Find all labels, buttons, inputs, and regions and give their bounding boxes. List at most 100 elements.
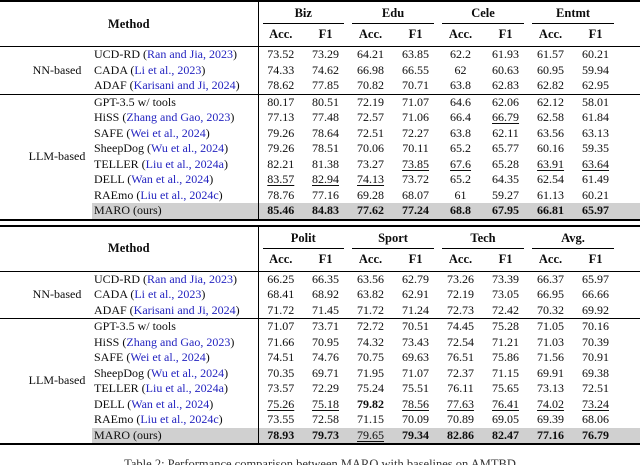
metric-value: 73.43 — [402, 334, 430, 349]
metric-value: 74.76 — [312, 350, 340, 364]
metric-value: 70.71 — [402, 78, 430, 92]
metric-value: 73.71 — [312, 319, 340, 333]
metric-value: 72.42 — [492, 302, 520, 317]
metric-value: 70.09 — [402, 412, 430, 426]
metric-header: F1 — [303, 24, 349, 47]
table-row: SAFE (Wei et al., 2024) 74.51 74.76 70.75 69… — [0, 350, 640, 366]
metric-value: 82.86 — [438, 427, 484, 444]
metric-value: 77.16 — [528, 427, 574, 444]
metric-value: 77.85 — [312, 78, 340, 92]
method-cell: HiSS (Zhang and Gao, 2023) — [92, 334, 259, 350]
citation-link[interactable]: Zhang and Gao, 2023 — [126, 334, 231, 349]
metric-value: 76.79 — [573, 427, 619, 444]
method-name: GPT-3.5 w/ tools — [94, 94, 176, 109]
metric-value: 78.62 — [267, 78, 295, 92]
group-header-tech: Tech — [438, 226, 528, 249]
metric-value: 65.28 — [492, 156, 520, 171]
table-row: LLM-based GPT-3.5 w/ tools 80.17 80.51 72.19… — [0, 94, 640, 163]
group-header-label: Avg. — [532, 230, 615, 249]
metric-value: 60.21 — [582, 47, 610, 61]
metric-value: 62 — [454, 62, 467, 77]
metric-value: 66.98 — [357, 62, 385, 77]
citation-link[interactable]: Li et al., 2023 — [134, 62, 202, 77]
citation-link[interactable]: Wei et al., 2024 — [130, 125, 206, 140]
citation-link[interactable]: Karisani and Ji, 2024 — [133, 78, 236, 92]
citation-link[interactable]: Ran and Jia, 2023 — [147, 271, 234, 286]
metric-value: 62.11 — [492, 125, 519, 140]
citation-link[interactable]: Wan et al., 2024 — [131, 172, 210, 186]
table-row: SAFE (Wei et al., 2024) 79.26 78.64 72.51 72… — [0, 125, 640, 142]
metric-value: 69.28 — [357, 187, 385, 202]
spacer-cell — [618, 271, 640, 287]
metric-value: 72.37 — [447, 365, 475, 380]
group-header-label: Edu — [352, 5, 435, 24]
metric-value: 80.51 — [312, 94, 340, 109]
metric-value: 75.26 — [267, 396, 295, 411]
method-cell: ADAF (Karisani and Ji, 2024) — [92, 78, 259, 94]
metric-value: 66.35 — [312, 271, 340, 286]
metric-value: 72.72 — [357, 319, 385, 333]
citation-link[interactable]: Liu et al., 2024c — [140, 412, 219, 426]
table-row: HiSS (Zhang and Gao, 2023) 77.13 77.48 72.5… — [0, 110, 640, 126]
citation-link[interactable]: Li et al., 2023 — [134, 287, 202, 301]
group-header-entmt: Entmt — [528, 1, 618, 24]
metric-value: 75.65 — [492, 381, 520, 395]
metric-value: 63.8 — [450, 125, 472, 140]
spacer-cell — [618, 188, 640, 204]
metric-header: Acc. — [528, 248, 574, 272]
spacer-cell — [618, 412, 640, 428]
citation-link[interactable]: Wei et al., 2024 — [130, 350, 206, 364]
citation-link[interactable]: Zhang and Gao, 2023 — [126, 110, 231, 124]
metric-value: 71.06 — [402, 110, 430, 124]
table-row: CADA (Li et al., 2023) 74.33 74.62 66.98 66.… — [0, 62, 640, 79]
spacer-cell — [618, 141, 640, 157]
metric-value: 70.75 — [357, 350, 385, 364]
group-header-avg: Avg. — [528, 226, 618, 249]
citation-link[interactable]: Wu et al., 2024 — [151, 141, 225, 155]
metric-value: 79.34 — [393, 427, 439, 444]
metric-header: Acc. — [348, 248, 394, 272]
metric-value: 69.63 — [402, 350, 430, 364]
metric-value: 63.91 — [537, 156, 565, 171]
method-cell: ADAF (Karisani and Ji, 2024) — [92, 302, 259, 319]
citation-link[interactable]: Wu et al., 2024 — [151, 365, 225, 380]
table-row: TELLER (Liu et al., 2024a) 73.57 72.29 75.2… — [0, 381, 640, 397]
metric-value: 63.13 — [582, 125, 610, 140]
method-cell: MARO (ours) — [92, 427, 259, 444]
citation-link[interactable]: Liu et al., 2024c — [140, 187, 219, 202]
spacer-cell — [618, 63, 640, 79]
citation-link[interactable]: Ran and Jia, 2023 — [147, 47, 234, 61]
citation-link[interactable]: Liu et al., 2024a — [145, 156, 224, 171]
table-row: NN-based UCD-RD (Ran and Jia, 2023) 66.25 6… — [0, 271, 640, 301]
metric-header: F1 — [483, 248, 529, 272]
metric-value: 61.93 — [492, 47, 520, 61]
citation-link[interactable]: Karisani and Ji, 2024 — [133, 302, 236, 317]
metric-value: 64.35 — [492, 172, 520, 186]
metric-value: 69.39 — [537, 412, 565, 426]
metric-value: 63.85 — [402, 47, 430, 61]
spacer-cell — [618, 126, 640, 142]
table-row: SheepDog (Wu et al., 2024) 70.35 69.71 71.9… — [0, 365, 640, 381]
citation-link[interactable]: Liu et al., 2024a — [145, 381, 224, 395]
metric-header: F1 — [303, 248, 349, 272]
metric-value: 71.05 — [537, 319, 565, 333]
table-row: DELL (Wan et al., 2024) 75.26 75.18 79.82 78… — [0, 396, 640, 412]
metric-value: 77.13 — [267, 110, 295, 124]
group-header-label: Entmt — [532, 5, 615, 24]
metric-value: 73.72 — [402, 172, 430, 186]
metric-value: 71.24 — [402, 302, 430, 317]
spacer-cell — [618, 381, 640, 397]
metric-header: F1 — [573, 248, 619, 272]
metric-value: 71.03 — [537, 334, 565, 349]
group-header-label: Tech — [442, 230, 525, 249]
method-name: CADA — [94, 287, 128, 301]
metric-value: 72.58 — [312, 412, 340, 426]
citation-link[interactable]: Wan et al., 2024 — [131, 396, 210, 411]
metric-value: 77.63 — [447, 396, 475, 411]
table-header: Method Polit Sport Tech Avg. Acc. F1 Acc. F1 Acc.… — [0, 225, 640, 272]
metric-value: 70.51 — [402, 319, 430, 333]
metric-value: 59.35 — [582, 141, 610, 155]
method-cell: TELLER (Liu et al., 2024a) — [92, 156, 259, 172]
metric-value: 68.07 — [402, 187, 430, 202]
table-row: CADA (Li et al., 2023) 68.41 68.92 63.82 62.… — [0, 287, 640, 303]
